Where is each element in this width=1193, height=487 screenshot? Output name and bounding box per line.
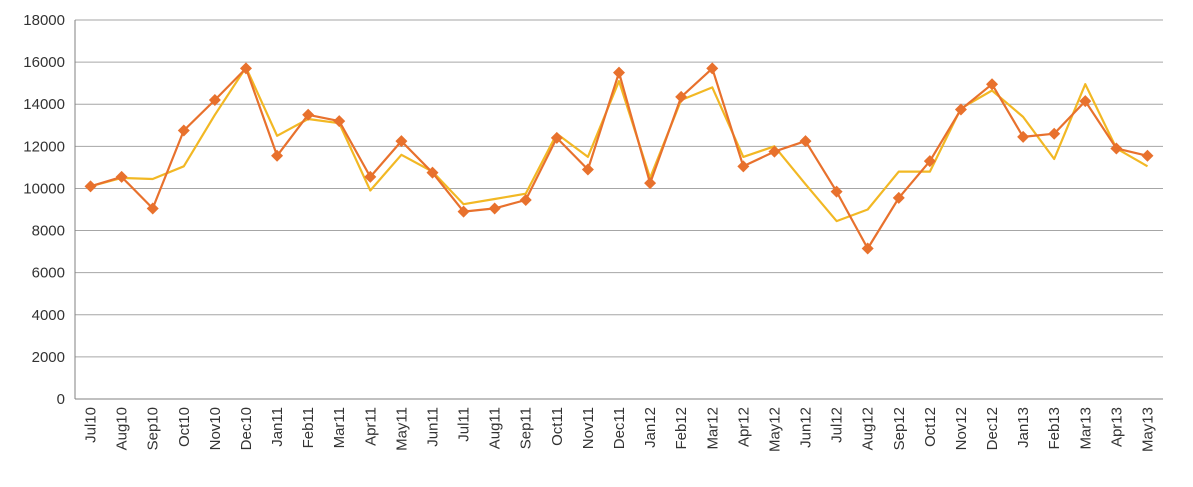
x-tick-label: Oct12 [922,407,939,447]
x-tick-label: May13 [1139,407,1156,452]
series-2-point [799,135,812,148]
series-2-point [830,185,843,198]
series-2-point [1141,149,1154,162]
y-tick-label: 8000 [32,223,65,240]
series-2-point [1017,130,1030,143]
series-2-point [364,170,377,183]
x-tick-label: Jan12 [642,407,659,448]
series-2-point [488,202,501,215]
x-tick-label: Aug10 [114,407,131,450]
series-2-point [1110,142,1123,155]
series-2-line [90,67,1148,250]
series-2-point [675,90,688,103]
series-2-point [146,202,159,215]
series-2-point [923,155,936,168]
y-axis-ticks: 0 2000 4000 6000 8000 10000 12000 14000 16000 180… [23,12,65,408]
x-tick-label: Jul12 [829,407,846,443]
x-tick-label: Sep12 [891,407,908,450]
y-tick-label: 0 [57,391,65,408]
y-tick-label: 2000 [32,349,65,366]
series-2-point [861,242,874,255]
x-tick-label: Aug11 [487,407,504,449]
x-tick-label: Oct10 [176,407,193,447]
x-tick-label: Mar12 [704,407,721,450]
x-tick-label: Jan11 [269,407,286,447]
series-2-point [1048,127,1061,140]
series-2-point [706,62,719,75]
series-2-point [239,62,252,75]
x-tick-label: Sep11 [518,407,535,449]
x-tick-label: Apr13 [1108,407,1125,447]
series-2-point [1079,95,1092,108]
series-2-point [271,149,284,162]
x-tick-label: Oct11 [549,407,566,446]
grid [74,19,1163,400]
y-tick-label: 6000 [32,265,65,282]
y-tick-label: 18000 [23,12,65,29]
x-tick-label: Jun11 [424,407,441,447]
series-2-point [737,160,750,173]
series-2-point [84,180,97,193]
series-2-point [302,108,315,121]
series-2-point [333,115,346,128]
x-tick-label: Dec11 [611,407,628,449]
x-tick-label: Mar11 [331,407,348,448]
x-tick-label: May11 [393,407,410,451]
series-2-point [644,177,657,190]
y-tick-label: 4000 [32,307,65,324]
x-tick-label: Mar13 [1077,407,1094,450]
x-tick-label: Apr12 [735,407,752,447]
x-tick-label: Feb12 [673,407,690,450]
series-group [84,62,1154,255]
series-2-point [986,78,999,91]
series-2-point [426,166,439,179]
series-2-point [177,124,190,137]
series-2-point [519,194,532,207]
series-2-point [550,131,563,144]
x-tick-label: Jul11 [456,407,473,442]
x-axis-ticks: Jul10 Aug10 Sep10 Oct10 Nov10 Dec10 Jan11 Feb11… [83,407,1157,452]
y-tick-label: 10000 [23,180,65,197]
x-tick-label: Jun12 [798,407,815,448]
x-tick-label: Nov10 [207,407,224,450]
x-tick-label: Jul10 [83,407,100,443]
x-tick-label: May12 [766,407,783,452]
series-2-point [208,94,221,107]
x-tick-label: Feb13 [1046,407,1063,450]
series-2-point [395,135,408,148]
series-2-point [581,163,594,176]
y-tick-label: 16000 [23,54,65,71]
series-2-point [613,66,625,79]
series-2-point [768,145,781,158]
y-tick-label: 14000 [23,96,65,113]
x-tick-label: Nov11 [580,407,597,449]
x-tick-label: Dec12 [984,407,1001,450]
x-tick-label: Feb11 [300,407,317,448]
x-tick-label: Dec10 [238,407,255,450]
y-tick-label: 12000 [23,138,65,155]
x-tick-label: Apr11 [362,407,379,446]
x-tick-label: Jan13 [1015,407,1032,448]
x-tick-label: Aug12 [860,407,877,450]
series-1-line [90,66,1149,223]
series-2-point [954,103,967,116]
x-tick-label: Nov12 [953,407,970,450]
x-tick-label: Sep10 [145,407,162,450]
series-2-point [115,170,128,183]
series-2-point [892,191,905,204]
series-2-point [457,205,470,218]
